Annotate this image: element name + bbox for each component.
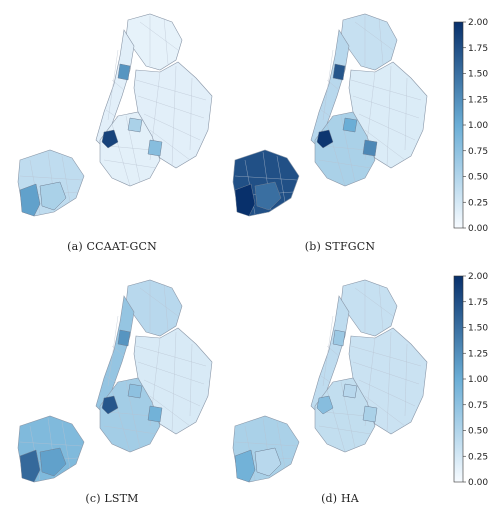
colorbar-tick-label: 1.75: [468, 298, 488, 308]
colorbar-tick-label: 1.50: [468, 70, 488, 80]
colorbar-scale-bottom: 2.00 1.75 1.50 1.25 1.00 0.75 0.50 0.25 0.00: [453, 272, 488, 488]
zone-staten_s: [254, 181, 282, 211]
choropleth-map-c: [17, 279, 213, 483]
colorbar-tick-label: 1.75: [468, 44, 488, 54]
zone-hot4: [127, 383, 143, 399]
colorbar-tick-label: 0.75: [468, 401, 488, 411]
borough-bronx: [340, 279, 398, 337]
colorbar-tick-label: 1.00: [468, 121, 488, 131]
colorbar-tick-label: 2.00: [468, 272, 488, 282]
caption-b: (b) STFGCN: [304, 240, 376, 253]
borough-brooklyn: [99, 111, 161, 187]
colorbar-tick-label: 0.25: [468, 452, 488, 462]
colorbar-tick-label: 1.25: [468, 349, 488, 359]
borough-bronx: [125, 13, 183, 71]
colorbar-tick-label: 1.25: [468, 95, 488, 105]
zone-staten_w: [19, 183, 41, 217]
colorbar-gradient: [453, 275, 464, 483]
zone-hot3: [147, 405, 163, 423]
zone-hot3: [362, 405, 378, 423]
zone-staten_s: [39, 447, 67, 477]
borough-bronx: [125, 279, 183, 337]
zone-hot1: [101, 395, 119, 415]
zone-hot4: [127, 117, 143, 133]
zone-hot4: [342, 383, 358, 399]
colorbar-top: 2.00 1.75 1.50 1.25 1.00 0.75 0.50 0.25 0.00: [448, 18, 490, 240]
choropleth-map-b: [232, 13, 428, 217]
borough-bronx: [340, 13, 398, 71]
zone-hot4: [342, 117, 358, 133]
colorbar-tick-label: 0.75: [468, 147, 488, 157]
zone-borders: [234, 16, 422, 215]
borough-brooklyn: [314, 111, 376, 187]
colorbar-bottom: 2.00 1.75 1.50 1.25 1.00 0.75 0.50 0.25 0.00: [448, 272, 490, 494]
zone-hot2: [332, 63, 346, 81]
zone-staten_w: [234, 449, 256, 483]
colorbar-tick-label: 1.50: [468, 324, 488, 334]
choropleth-map-d: [232, 279, 428, 483]
zone-staten_s: [39, 181, 67, 211]
colorbar-gradient: [453, 21, 464, 229]
caption-d: (d) HA: [321, 492, 359, 505]
colorbar-tick-label: 0.25: [468, 198, 488, 208]
caption-a: (a) CCAAT-GCN: [67, 240, 157, 253]
zone-hot2: [332, 329, 346, 347]
choropleth-map-a: [17, 13, 213, 217]
colorbar-scale-top: 2.00 1.75 1.50 1.25 1.00 0.75 0.50 0.25 0.00: [453, 18, 488, 234]
colorbar-tick-label: 0.00: [468, 478, 488, 488]
colorbar-tick-label: 1.00: [468, 375, 488, 385]
zone-staten_w: [19, 449, 41, 483]
map-panel-b: [215, 0, 435, 230]
map-panel-d: [215, 266, 435, 496]
caption-c: (c) LSTM: [85, 492, 139, 505]
zone-hot1: [316, 129, 334, 149]
colorbar-tick-label: 0.50: [468, 427, 488, 437]
map-panel-a: [0, 0, 220, 230]
zone-hot1: [101, 129, 119, 149]
zone-hot2: [117, 329, 131, 347]
zone-staten_w: [234, 183, 256, 217]
zone-staten_s: [254, 447, 282, 477]
colorbar-tick-label: 2.00: [468, 18, 488, 28]
borough-brooklyn: [314, 377, 376, 453]
colorbar-tick-label: 0.50: [468, 173, 488, 183]
borough-brooklyn: [99, 377, 161, 453]
map-panel-c: [0, 266, 220, 496]
zone-hot3: [147, 139, 163, 157]
zone-hot1: [316, 395, 334, 415]
colorbar-tick-label: 0.00: [468, 224, 488, 234]
zone-hot3: [362, 139, 378, 157]
zone-hot2: [117, 63, 131, 81]
